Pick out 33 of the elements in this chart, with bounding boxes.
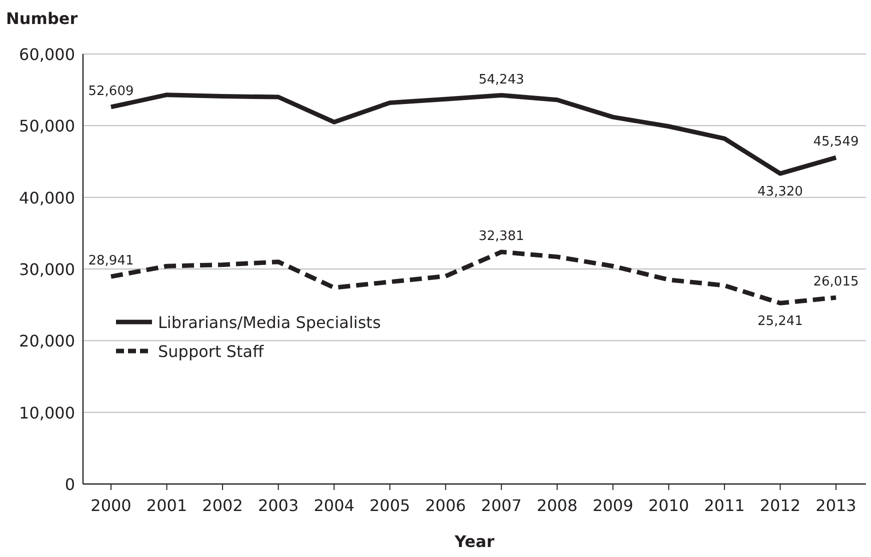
- x-tick-label: 2012: [760, 496, 801, 515]
- x-tick-label: 2003: [258, 496, 299, 515]
- data-label: 52,609: [88, 84, 134, 99]
- data-label: 26,015: [813, 274, 859, 290]
- data-label: 28,941: [88, 254, 134, 269]
- x-tick-label: 2000: [90, 496, 132, 515]
- y-tick-label: 30,000: [19, 260, 75, 279]
- data-label: 43,320: [757, 184, 803, 200]
- data-label: 45,549: [813, 134, 859, 150]
- legend-label: Librarians/Media Specialists: [158, 313, 381, 332]
- data-label: 25,241: [757, 314, 803, 330]
- data-label: 32,381: [478, 228, 524, 244]
- y-tick-label: 10,000: [19, 403, 75, 422]
- y-tick-label: 20,000: [19, 332, 75, 351]
- x-tick-label: 2011: [704, 496, 745, 515]
- x-tick-label: 2010: [648, 496, 690, 515]
- y-tick-label: 60,000: [19, 45, 75, 64]
- x-tick-label: 2004: [314, 496, 354, 515]
- x-tick-label: 2008: [536, 496, 578, 515]
- x-tick-label: 2007: [481, 496, 522, 515]
- x-tick-label: 2006: [425, 496, 466, 515]
- y-tick-label: 40,000: [19, 188, 75, 208]
- x-tick-label: 2005: [369, 496, 410, 515]
- y-axis-title: Number: [6, 9, 78, 28]
- x-axis-title: Year: [454, 532, 494, 551]
- x-tick-label: 2009: [592, 496, 634, 515]
- y-tick-label: 0: [64, 475, 75, 494]
- legend-label: Support Staff: [158, 342, 265, 361]
- x-tick-label: 2002: [202, 496, 243, 515]
- data-label: 54,243: [478, 72, 524, 88]
- x-tick-label: 2001: [146, 496, 188, 515]
- y-tick-label: 50,000: [19, 116, 75, 136]
- x-tick-label: 2013: [816, 496, 856, 515]
